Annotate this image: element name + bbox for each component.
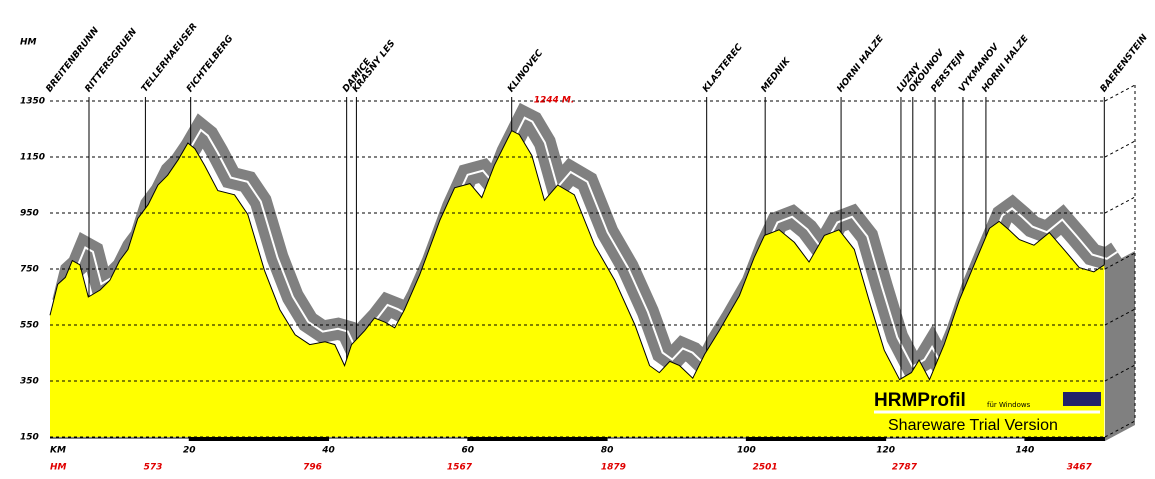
y-tick-label: 150 [20, 433, 39, 443]
x-tick-label: 100 [737, 446, 756, 456]
place-label: BAERENSTEIN [1099, 33, 1150, 95]
y-tick-label: 550 [20, 321, 39, 331]
ascent-value: 1567 [447, 463, 473, 473]
y-tick-label: 750 [20, 265, 39, 275]
x-tick-label: 120 [876, 446, 895, 456]
axis-segment [189, 437, 329, 441]
place-label: KLASTEREC [701, 42, 745, 94]
axis-segment [1024, 437, 1105, 441]
place-label: HORNI HALZE [836, 33, 887, 94]
x-tick-label: 20 [183, 446, 196, 456]
profile-area [50, 130, 1105, 437]
ascent-value: 1879 [601, 463, 626, 473]
side-box [1105, 251, 1135, 441]
grid-line-depth [1104, 140, 1136, 158]
y-axis-label: HM [20, 38, 37, 48]
peak-annotation: 1244 M. [534, 96, 575, 106]
ascent-value: 796 [303, 463, 322, 473]
axis-segment [467, 437, 608, 441]
ascent-value: 2787 [892, 463, 918, 473]
ascent-label: HM [50, 463, 67, 473]
logo-name: HRMProfil [874, 390, 966, 411]
place-label: KLINOVEC [506, 48, 545, 94]
logo-icon [1063, 392, 1101, 406]
x-tick-label: 40 [321, 446, 335, 456]
x-tick-label: 140 [1016, 446, 1035, 456]
y-tick-label: 950 [20, 209, 39, 219]
ascent-value: 573 [144, 463, 163, 473]
y-tick-label: 1350 [20, 97, 45, 107]
ascent-value: 2501 [753, 463, 778, 473]
x-tick-label: 80 [601, 446, 614, 456]
x-tick-label: 60 [462, 446, 475, 456]
place-label: FICHTELBERG [185, 34, 235, 95]
grid-line-depth [1104, 196, 1136, 214]
place-label: MEDNIK [760, 56, 793, 95]
logo-sub: für Windows [987, 401, 1031, 409]
profile-line [49, 130, 1105, 381]
axis-segment [746, 437, 886, 441]
y-tick-label: 350 [20, 377, 39, 387]
ascent-value: 3467 [1067, 463, 1093, 473]
y-tick-label: 1150 [20, 153, 45, 163]
x-axis-label: KM [50, 446, 66, 456]
logo-note: Shareware Trial Version [888, 417, 1058, 434]
